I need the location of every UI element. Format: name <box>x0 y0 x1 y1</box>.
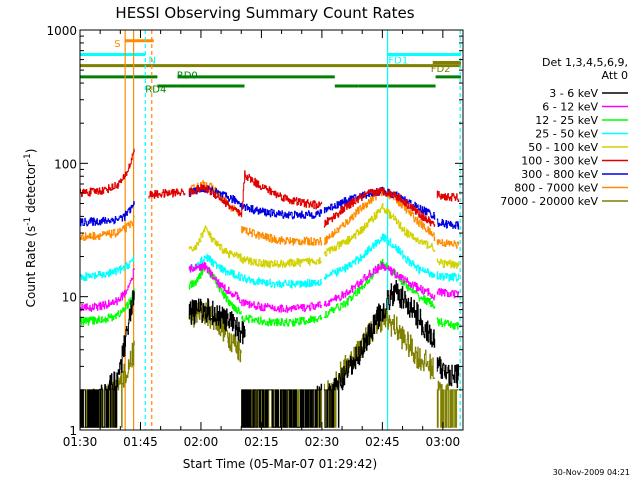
legend-entry-label: 25 - 50 keV <box>535 128 598 141</box>
series-segment <box>436 190 460 202</box>
series-segment <box>436 258 460 269</box>
series-segment <box>436 356 460 388</box>
series-segment <box>80 201 135 227</box>
legend-entry-label: 800 - 7000 keV <box>514 182 598 195</box>
series-segment <box>241 170 323 218</box>
series-segment <box>188 184 242 217</box>
series-segment <box>148 188 186 199</box>
flag-label: FD2 <box>431 64 451 75</box>
series-300-800kev <box>80 185 460 230</box>
y-tick-label: 1000 <box>46 24 77 38</box>
series-segment <box>436 288 460 299</box>
x-axis-label: Start Time (05-Mar-07 01:29:42) <box>183 457 377 471</box>
legend-entry-label: 12 - 25 keV <box>535 114 598 127</box>
x-tick-label: 03:00 <box>426 435 461 449</box>
legend-entry-label: 100 - 300 keV <box>521 155 598 168</box>
series-segment <box>188 185 242 208</box>
legend-entry-label: 6 - 12 keV <box>542 101 598 114</box>
x-tick-label: 02:45 <box>365 435 400 449</box>
legend-header-1: Det 1,3,4,5,6,9, <box>542 56 628 69</box>
legend-entry-label: 3 - 6 keV <box>549 87 598 100</box>
series-segment <box>80 268 135 312</box>
x-tick-label: 01:45 <box>123 435 158 449</box>
series-group <box>80 148 460 428</box>
series-segment <box>241 383 323 428</box>
legend-entry-label: 7000 - 20000 keV <box>500 195 598 208</box>
series-segment <box>323 280 436 428</box>
series-segment <box>323 187 436 228</box>
y-axis-label-main: Count Rate (s <box>24 226 38 308</box>
y-axis-label-end: ) <box>24 149 38 154</box>
x-tick-label: 01:30 <box>63 435 98 449</box>
series-segment <box>241 314 323 327</box>
series-segment <box>323 262 436 307</box>
y-axis-label-sup1: -1 <box>23 217 33 226</box>
event-lines <box>124 30 461 430</box>
series-segment <box>188 262 242 304</box>
series-segment <box>241 273 323 289</box>
series-segment <box>323 203 436 257</box>
flag-label: S <box>114 39 120 50</box>
legend-header-2: Att 0 <box>602 69 628 82</box>
series-segment <box>323 233 436 280</box>
series-3-6kev <box>80 280 460 428</box>
axes: 1 10 100 1000 01:30 01:45 02:00 02:15 02:30 02:45… <box>46 24 464 449</box>
series-segment <box>323 308 436 428</box>
series-segment <box>80 254 135 282</box>
series-6-12kev <box>80 262 460 313</box>
series-segment <box>80 148 135 197</box>
y-tick-label: 100 <box>54 157 77 171</box>
legend-entry-label: 50 - 100 keV <box>528 141 598 154</box>
flag-label: RD4 <box>145 84 166 95</box>
series-segment <box>436 218 460 230</box>
x-tick-label: 02:30 <box>305 435 340 449</box>
series-segment <box>80 290 135 428</box>
series-segment <box>188 225 242 262</box>
series-segment <box>241 299 323 313</box>
x-tick-label: 02:00 <box>184 435 219 449</box>
chart-title: HESSI Observing Summary Count Rates <box>115 4 414 22</box>
series-segment <box>80 216 135 241</box>
legend-entry-label: 300 - 800 keV <box>521 168 598 181</box>
plot-frame <box>79 29 464 431</box>
series-100-300kev <box>80 148 460 228</box>
series-segment <box>436 271 460 282</box>
y-tick-label: 10 <box>62 291 77 305</box>
series-segment <box>80 288 135 326</box>
series-segment <box>188 298 246 345</box>
y-axis-label-mid: detector <box>24 162 38 217</box>
series-50-100kev <box>188 203 460 269</box>
series-segment <box>241 202 323 220</box>
flag-label: FD1 <box>388 56 408 67</box>
x-tick-label: 02:15 <box>244 435 279 449</box>
y-axis-label: Count Rate (s-1 detector-1) <box>23 149 38 308</box>
series-segment <box>241 256 323 269</box>
series-segment <box>436 317 460 330</box>
series-segment <box>323 186 436 220</box>
series-segment <box>436 380 459 428</box>
footer-timestamp: 30-Nov-2009 04:21 <box>553 468 630 477</box>
y-tick-label: 1 <box>69 424 77 438</box>
series-segment <box>241 226 323 246</box>
y-axis-label-sup2: -1 <box>23 153 33 162</box>
series-segment <box>436 239 460 249</box>
